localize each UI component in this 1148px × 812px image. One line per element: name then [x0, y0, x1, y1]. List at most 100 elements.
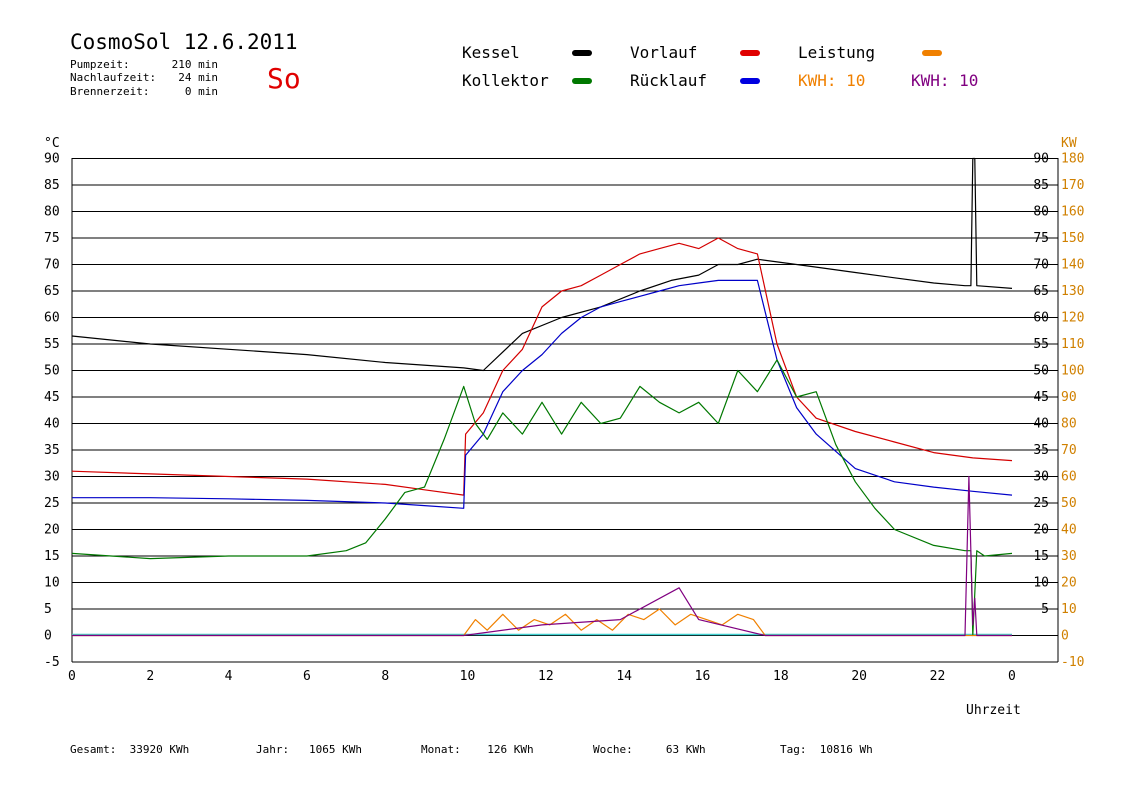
y-tick-right-kw: 40 — [1061, 523, 1077, 538]
y-tick-right-kw: 150 — [1061, 231, 1084, 246]
y-tick-right-kw: 10 — [1061, 602, 1077, 617]
y-axis-unit-left: °C — [44, 136, 60, 151]
y-tick-right-kw: 140 — [1061, 258, 1084, 273]
y-tick-left: 70 — [44, 258, 60, 273]
legend-kessel-label: Kessel — [462, 43, 520, 62]
y-tick-left: 85 — [44, 178, 60, 193]
y-tick-left: 90 — [44, 152, 60, 167]
legend-kwh-purple: KWH: 10 — [911, 71, 979, 90]
y-tick-left: 35 — [44, 443, 60, 458]
y-tick-right-kw: 60 — [1061, 470, 1077, 485]
y-tick-right-deg: 45 — [1033, 390, 1049, 405]
y-tick-left: -5 — [44, 655, 60, 670]
x-tick: 6 — [303, 669, 311, 684]
x-tick: 4 — [225, 669, 233, 684]
footer-monat: Monat: 126 KWh — [421, 743, 534, 756]
y-tick-right-deg: 30 — [1033, 470, 1049, 485]
y-tick-right-kw: -10 — [1061, 655, 1084, 670]
y-tick-right-deg: 55 — [1033, 337, 1049, 352]
y-tick-left: 80 — [44, 205, 60, 220]
y-tick-right-deg: 5 — [1041, 602, 1049, 617]
y-tick-right-deg: 10 — [1033, 576, 1049, 591]
y-tick-left: 40 — [44, 417, 60, 432]
axis-ticks: -505101520253035404550556065707580859051… — [44, 152, 1084, 685]
y-tick-right-deg: 85 — [1033, 178, 1049, 193]
footer-tag: Tag: 10816 Wh — [780, 743, 873, 756]
legend-leistung-swatch — [922, 50, 942, 56]
y-tick-right-kw: 90 — [1061, 390, 1077, 405]
y-tick-left: 10 — [44, 576, 60, 591]
y-tick-right-kw: 20 — [1061, 576, 1077, 591]
stat-value-nachlaufzeit: 24 min — [178, 71, 218, 84]
y-tick-right-deg: 25 — [1033, 496, 1049, 511]
y-tick-right-kw: 160 — [1061, 205, 1084, 220]
stat-label-pumpzeit: Pumpzeit: — [70, 58, 130, 71]
y-tick-right-kw: 80 — [1061, 417, 1077, 432]
series-kessel — [71, 157, 1013, 372]
y-tick-left: 75 — [44, 231, 60, 246]
y-tick-right-deg: 35 — [1033, 443, 1049, 458]
x-tick: 22 — [930, 669, 946, 684]
y-tick-left: 65 — [44, 284, 60, 299]
y-tick-left: 15 — [44, 549, 60, 564]
y-tick-right-deg: 70 — [1033, 258, 1049, 273]
x-tick: 18 — [773, 669, 789, 684]
y-axis-unit-right-kw: KW — [1061, 136, 1077, 151]
y-tick-right-kw: 30 — [1061, 549, 1077, 564]
series-leistung — [72, 608, 1012, 637]
legend-leistung-label: Leistung — [798, 43, 876, 62]
y-tick-right-deg: 20 — [1033, 523, 1049, 538]
y-tick-left: 20 — [44, 523, 60, 538]
weekday-label: So — [267, 62, 301, 95]
y-tick-right-kw: 50 — [1061, 496, 1077, 511]
stat-label-brennerzeit: Brennerzeit: — [70, 85, 150, 98]
y-tick-left: 45 — [44, 390, 60, 405]
legend-vorlauf-label: Vorlauf — [630, 43, 698, 62]
y-tick-right-deg: 15 — [1033, 549, 1049, 564]
y-tick-right-deg: 40 — [1033, 417, 1049, 432]
y-tick-right-deg: 65 — [1033, 284, 1049, 299]
y-tick-right-deg: 90 — [1033, 152, 1049, 167]
y-tick-left: 5 — [44, 602, 52, 617]
stat-label-nachlaufzeit: Nachlaufzeit: — [70, 71, 157, 84]
y-tick-right-kw: 110 — [1061, 337, 1084, 352]
series-ruecklauf — [72, 279, 1013, 509]
x-axis-label: Uhrzeit — [966, 703, 1021, 718]
x-tick: 14 — [616, 669, 632, 684]
chart-title: CosmoSol 12.6.2011 — [70, 30, 298, 54]
y-tick-right-deg: 50 — [1033, 364, 1049, 379]
footer-jahr: Jahr: 1065 KWh — [256, 743, 362, 756]
x-tick: 16 — [695, 669, 711, 684]
series-vorlauf — [71, 237, 1013, 496]
legend-ruecklauf-swatch — [740, 78, 760, 84]
y-tick-right-kw: 0 — [1061, 629, 1069, 644]
legend-kwh-orange: KWH: 10 — [798, 71, 866, 90]
y-tick-left: 0 — [44, 629, 52, 644]
stat-value-brennerzeit: 0 min — [184, 85, 218, 98]
x-tick: 10 — [460, 669, 476, 684]
legend-kollektor-label: Kollektor — [462, 71, 549, 90]
grid-lines — [71, 158, 1059, 663]
y-tick-right-kw: 180 — [1061, 152, 1084, 167]
legend-vorlauf-swatch — [740, 50, 760, 56]
series-lines — [71, 157, 1013, 637]
legend-kollektor-swatch — [572, 78, 592, 84]
legend-kessel-swatch — [572, 50, 592, 56]
y-tick-right-deg: 60 — [1033, 311, 1049, 326]
x-tick: 0 — [1008, 669, 1016, 684]
x-tick: 0 — [68, 669, 76, 684]
series-kollektor — [71, 359, 1013, 637]
y-tick-right-deg: 80 — [1033, 205, 1049, 220]
y-tick-left: 55 — [44, 337, 60, 352]
footer-gesamt: Gesamt: 33920 KWh — [70, 743, 190, 756]
footer-woche: Woche: 63 KWh — [593, 743, 706, 756]
stat-value-pumpzeit: 210 min — [171, 58, 218, 71]
y-tick-left: 30 — [44, 470, 60, 485]
y-tick-right-kw: 70 — [1061, 443, 1077, 458]
legend-ruecklauf-label: Rücklauf — [630, 71, 708, 90]
x-tick: 8 — [381, 669, 389, 684]
y-tick-right-kw: 170 — [1061, 178, 1084, 193]
y-tick-right-kw: 120 — [1061, 311, 1084, 326]
y-tick-left: 25 — [44, 496, 60, 511]
